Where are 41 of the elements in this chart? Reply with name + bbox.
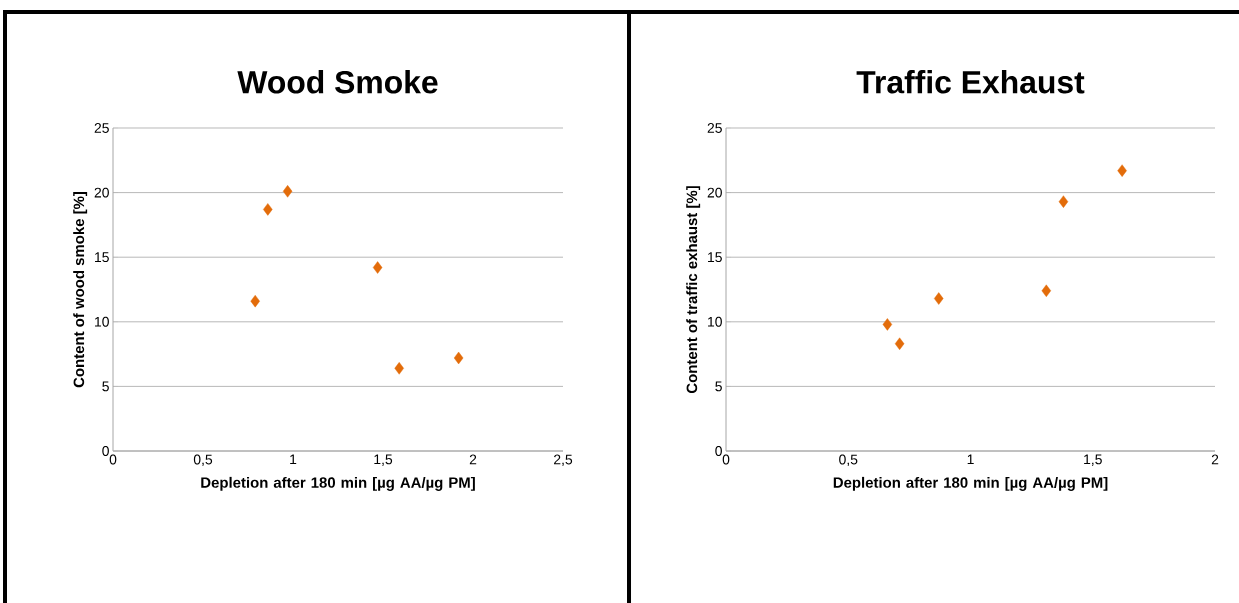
x-tick-label: 0,5 <box>193 454 213 467</box>
point <box>250 294 260 308</box>
x-tick-label: 1 <box>967 454 974 465</box>
point <box>894 337 905 350</box>
y-tick-label: 20 <box>707 187 722 198</box>
point <box>1041 284 1051 297</box>
y-tick-label: 15 <box>95 252 109 263</box>
y-tick-label: 25 <box>94 123 109 133</box>
y-tick-label: 20 <box>94 187 109 198</box>
point <box>263 203 273 216</box>
y-tick-label: 15 <box>708 252 722 263</box>
x-axis-title: Depletion after 180 min [µg AA/µg PM] <box>833 476 1108 491</box>
x-tick-label: 1 <box>290 454 297 465</box>
y-axis-title: Content of wood smoke [%] <box>73 191 88 388</box>
point <box>934 292 944 305</box>
y-tick-label: 0 <box>715 446 722 456</box>
point <box>372 261 383 274</box>
y-tick-label: 5 <box>102 381 109 392</box>
y-tick-label: 5 <box>715 381 722 392</box>
x-axis-title: Depletion after 180 min [µg AA/µg PM] <box>201 476 475 491</box>
chart-title: Traffic Exhaust <box>856 70 1085 94</box>
chart-title: Wood Smoke <box>237 70 438 94</box>
point <box>882 318 893 331</box>
x-tick-label: 1,5 <box>1084 454 1102 466</box>
y-tick-label: 10 <box>708 316 722 327</box>
y-tick-label: 0 <box>102 446 109 456</box>
x-tick-label: 2,5 <box>554 454 573 467</box>
point <box>1117 164 1127 177</box>
x-tick-label: 0 <box>722 454 730 465</box>
y-tick-label: 10 <box>95 316 109 327</box>
x-tick-label: 2 <box>469 454 477 465</box>
x-tick-label: 1,5 <box>374 454 393 466</box>
point <box>453 351 464 365</box>
x-tick-label: 0 <box>109 454 117 465</box>
y-axis-title: Content of traffic exhaust [%] <box>686 186 701 394</box>
point <box>394 362 404 375</box>
x-tick-label: 0,5 <box>839 454 858 467</box>
x-tick-label: 2 <box>1211 454 1219 465</box>
point <box>282 185 293 198</box>
y-tick-label: 25 <box>707 123 722 133</box>
point <box>1058 195 1069 208</box>
